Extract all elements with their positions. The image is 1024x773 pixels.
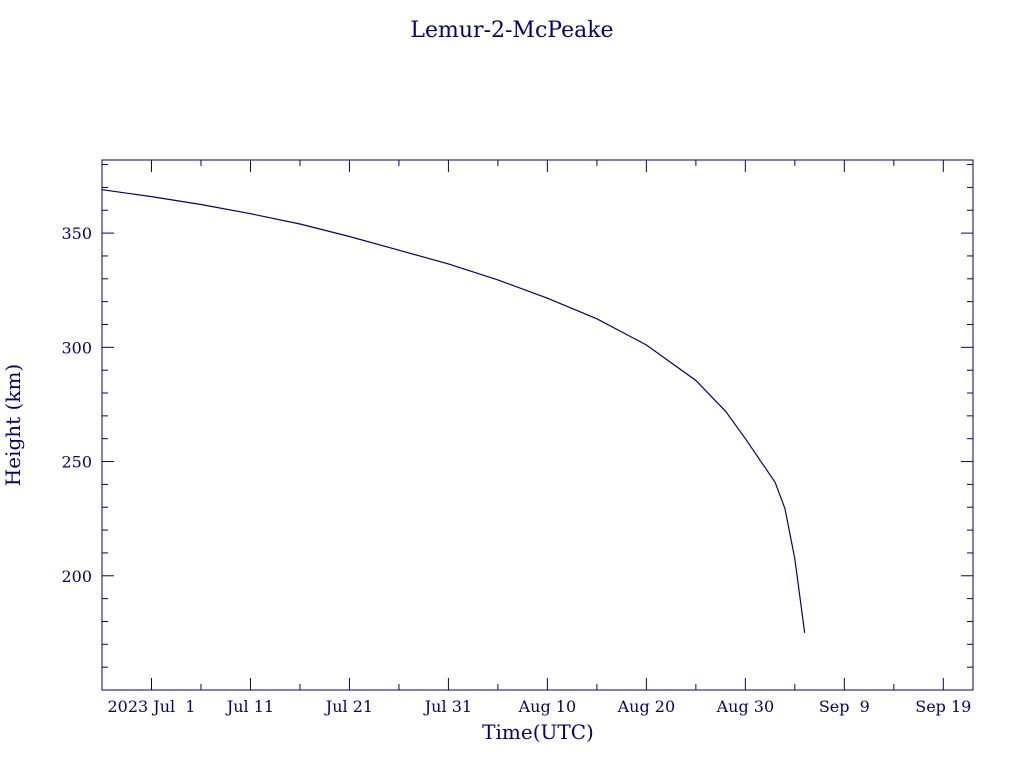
x-tick-label: Sep 19 — [915, 697, 971, 716]
plot-frame — [101, 159, 974, 691]
x-tick-label: Aug 10 — [518, 697, 577, 716]
x-axis-label: Time(UTC) — [482, 720, 594, 744]
x-tick-label: Aug 20 — [617, 697, 676, 716]
y-tick-label: 200 — [61, 567, 92, 586]
x-tick-label: Jul 31 — [423, 697, 472, 716]
y-axis-label: Height (km) — [1, 364, 25, 486]
x-tick-label: Aug 30 — [716, 697, 775, 716]
ticks-layer — [101, 160, 973, 690]
x-tick-label: Sep 9 — [819, 697, 870, 716]
x-tick-label: Jul 21 — [324, 697, 373, 716]
y-tick-label: 350 — [61, 224, 92, 243]
x-tick-label: 2023 Jul 1 — [107, 697, 195, 716]
chart-title: Lemur-2-McPeake — [410, 18, 613, 43]
x-tick-label: Jul 11 — [225, 697, 274, 716]
tick-labels-layer: 2023 Jul 1 Jul 11 Jul 21 Jul 31 Aug 10 Aug 20… — [61, 224, 971, 716]
series-layer — [101, 189, 806, 633]
y-tick-label: 250 — [61, 453, 92, 472]
series-line-0 — [101, 189, 806, 633]
y-tick-label: 300 — [61, 338, 92, 357]
